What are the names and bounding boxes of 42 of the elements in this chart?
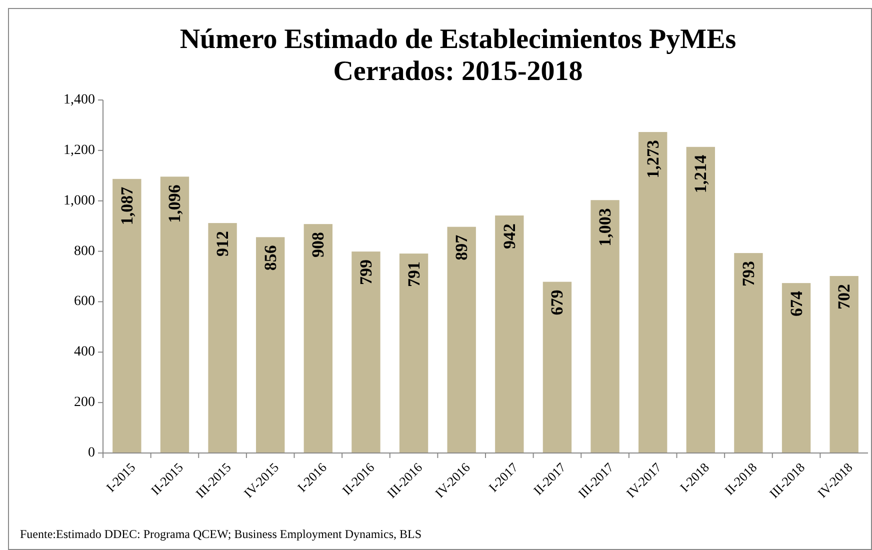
data-label: 942 [500,223,519,249]
data-label: 897 [452,234,472,260]
y-tick-label: 400 [74,344,95,360]
data-label: 793 [738,261,758,287]
bar [782,283,811,453]
bar [734,253,763,453]
data-label: 1,003 [596,208,615,246]
data-label: 1,096 [165,184,184,223]
bar [256,237,285,453]
data-label: 908 [308,232,328,258]
bar [638,132,668,453]
y-tick-label: 800 [74,244,95,259]
bar [399,254,428,453]
y-tick-label: 1,000 [64,193,95,208]
y-tick-label: 600 [74,294,95,310]
source-note: Fuente:Estimado DDEC: Programa QCEW; Business Employment Dynamics, BLS [20,527,422,541]
data-label: 1,214 [691,154,710,194]
bar [830,276,858,453]
bar [495,215,524,453]
chart-title: Número Estimado de Establecimientos PyMEs Cerrados: 2015-2018 [180,24,736,87]
data-label: 799 [356,260,376,286]
data-label: 674 [786,290,806,317]
data-label: 1,273 [643,140,662,178]
bar [112,178,142,453]
y-tick-label: 1,200 [64,142,95,158]
bar [304,224,332,453]
data-label: 702 [834,284,854,310]
bar [352,252,380,453]
bar [686,146,715,453]
y-tick-label: 1,400 [64,92,95,108]
bar [542,282,572,453]
bar [447,226,476,453]
data-label: 679 [548,290,567,316]
data-label: 1,087 [117,186,136,226]
y-tick-label: 200 [74,395,95,410]
data-label: 912 [213,231,232,257]
bar [590,200,620,453]
data-label: 791 [404,262,424,288]
y-tick-label: 0 [88,446,95,460]
bar [208,223,237,453]
data-label: 856 [260,245,280,271]
bar [160,176,190,453]
